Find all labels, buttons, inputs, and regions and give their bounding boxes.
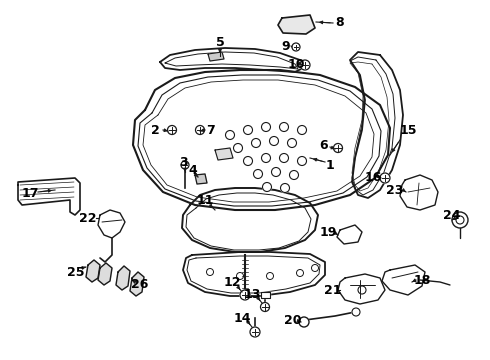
Text: 18: 18 — [413, 274, 431, 287]
Circle shape — [352, 308, 360, 316]
Polygon shape — [160, 48, 305, 72]
Polygon shape — [261, 292, 270, 298]
Circle shape — [244, 157, 252, 166]
Polygon shape — [215, 148, 233, 160]
Circle shape — [456, 216, 464, 224]
Text: 16: 16 — [364, 171, 382, 184]
Circle shape — [263, 183, 271, 192]
Text: 23: 23 — [386, 184, 404, 197]
Circle shape — [270, 136, 278, 145]
Circle shape — [290, 171, 298, 180]
Circle shape — [279, 153, 289, 162]
Polygon shape — [130, 272, 144, 296]
Polygon shape — [116, 266, 130, 290]
Text: 12: 12 — [223, 276, 241, 289]
Polygon shape — [18, 178, 80, 215]
Circle shape — [181, 161, 189, 169]
Text: 24: 24 — [443, 208, 461, 221]
Circle shape — [237, 273, 244, 279]
Circle shape — [262, 153, 270, 162]
Circle shape — [288, 139, 296, 148]
Circle shape — [292, 43, 300, 51]
Text: 2: 2 — [150, 123, 159, 136]
Circle shape — [299, 317, 309, 327]
Circle shape — [380, 173, 390, 183]
Text: 26: 26 — [131, 279, 148, 292]
Text: 3: 3 — [179, 156, 187, 168]
Circle shape — [267, 273, 273, 279]
Polygon shape — [382, 265, 425, 295]
Polygon shape — [337, 225, 362, 244]
Circle shape — [225, 131, 235, 140]
Circle shape — [312, 265, 318, 271]
Polygon shape — [98, 210, 125, 238]
Polygon shape — [133, 70, 390, 210]
Text: 11: 11 — [196, 194, 214, 207]
Text: 20: 20 — [284, 314, 302, 327]
Circle shape — [262, 122, 270, 131]
Circle shape — [168, 126, 176, 135]
Text: 22: 22 — [79, 212, 97, 225]
Text: 5: 5 — [216, 36, 224, 49]
Polygon shape — [98, 263, 112, 285]
Polygon shape — [195, 174, 207, 184]
Text: 15: 15 — [399, 123, 417, 136]
Circle shape — [251, 139, 261, 148]
Polygon shape — [208, 52, 224, 61]
Text: 25: 25 — [67, 266, 85, 279]
Circle shape — [280, 184, 290, 193]
Circle shape — [296, 270, 303, 276]
Polygon shape — [182, 188, 318, 252]
Text: 6: 6 — [319, 139, 328, 152]
Circle shape — [206, 269, 214, 275]
Circle shape — [452, 212, 468, 228]
Text: 9: 9 — [282, 40, 290, 53]
Polygon shape — [183, 252, 325, 296]
Circle shape — [271, 167, 280, 176]
Circle shape — [300, 60, 310, 70]
Circle shape — [279, 122, 289, 131]
Text: 10: 10 — [287, 58, 305, 71]
Text: 21: 21 — [324, 284, 342, 297]
Circle shape — [196, 126, 204, 135]
Circle shape — [297, 126, 307, 135]
Polygon shape — [86, 260, 100, 282]
Circle shape — [234, 144, 243, 153]
Circle shape — [250, 327, 260, 337]
Circle shape — [297, 157, 307, 166]
Text: 13: 13 — [244, 288, 261, 302]
Circle shape — [244, 126, 252, 135]
Circle shape — [261, 302, 270, 311]
Text: 17: 17 — [21, 186, 39, 199]
Polygon shape — [338, 274, 385, 304]
Text: 14: 14 — [233, 311, 251, 324]
Polygon shape — [350, 52, 403, 198]
Polygon shape — [278, 15, 315, 34]
Text: 7: 7 — [206, 123, 215, 136]
Text: 19: 19 — [319, 225, 337, 239]
Circle shape — [253, 170, 263, 179]
Text: 4: 4 — [189, 163, 197, 176]
Circle shape — [334, 144, 343, 153]
Polygon shape — [400, 175, 438, 210]
Text: 8: 8 — [336, 15, 344, 28]
Circle shape — [240, 290, 250, 300]
Text: 1: 1 — [326, 158, 334, 171]
